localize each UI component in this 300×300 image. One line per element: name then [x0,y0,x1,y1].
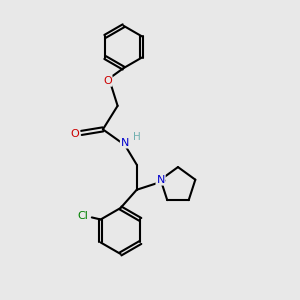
Text: N: N [156,175,165,185]
Text: H: H [134,132,141,142]
Text: N: N [121,138,129,148]
Text: O: O [103,76,112,86]
Text: O: O [70,129,79,139]
Text: Cl: Cl [77,211,88,221]
